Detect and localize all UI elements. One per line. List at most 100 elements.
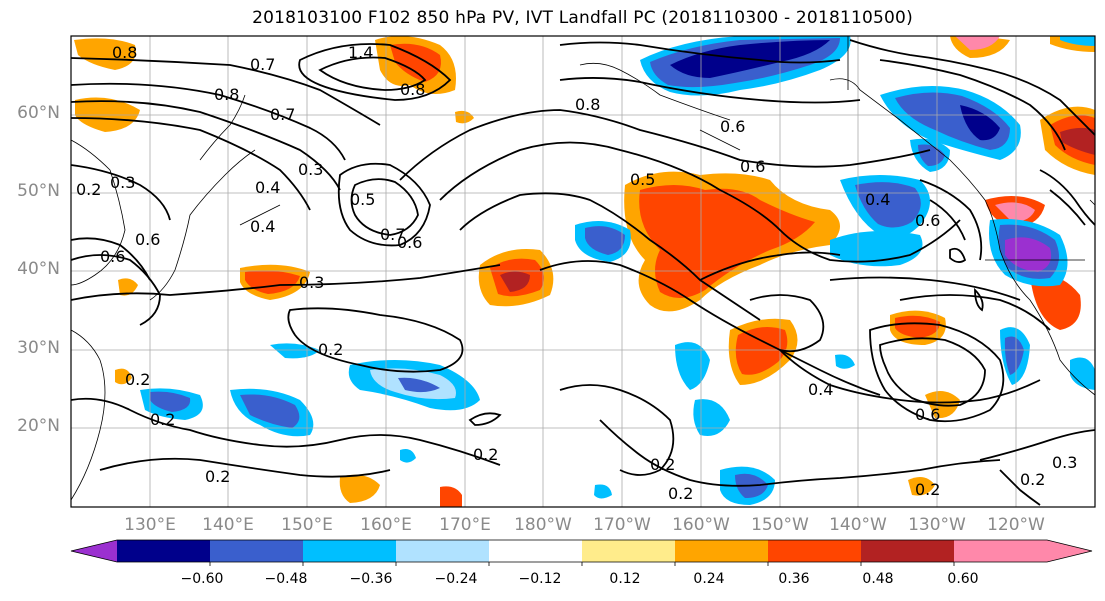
contour-label: 0.6 (100, 247, 125, 266)
colorbar-swatch (861, 540, 955, 562)
colorbar-extend-high (1047, 540, 1092, 562)
lon-label: 170°W (593, 515, 651, 535)
contour-label: 0.2 (650, 455, 675, 474)
negative-anomaly (585, 226, 625, 255)
contour-label: 0.3 (1052, 453, 1077, 472)
lat-label: 40°N (17, 259, 60, 279)
contour-label: 0.2 (125, 370, 150, 389)
map-frame (70, 35, 1096, 508)
positive-anomaly (735, 326, 788, 375)
lon-label: 150°W (751, 515, 809, 535)
contour-label: 0.3 (299, 273, 324, 292)
positive-anomaly (339, 474, 380, 503)
lon-label: 160°W (672, 515, 730, 535)
contour-label: 1.4 (348, 43, 373, 62)
negative-anomaly (240, 394, 300, 428)
contour-label: 0.2 (76, 180, 101, 199)
colorbar-tick-label: 0.12 (609, 571, 641, 587)
positive-anomaly (500, 271, 530, 292)
grid-layer (71, 36, 1095, 507)
positive-anomaly (1030, 274, 1081, 330)
contour-label: 0.3 (110, 173, 135, 192)
lon-label: 160°E (360, 515, 412, 535)
colorbar-swatch (954, 540, 1048, 562)
positive-anomaly (115, 368, 132, 385)
positive-anomaly (118, 278, 138, 296)
colorbar-extend-low (71, 540, 117, 562)
contour-label: 0.2 (915, 480, 940, 499)
colorbar-swatch (675, 540, 769, 562)
contour-label: 0.7 (250, 55, 275, 74)
contour-label: 0.7 (380, 225, 405, 244)
contour-label: 0.2 (1020, 470, 1045, 489)
colorbar-swatch (303, 540, 397, 562)
contour-label: 0.2 (205, 467, 230, 486)
contour-label: 0.4 (250, 217, 275, 236)
negative-anomaly (400, 449, 416, 463)
negative-anomaly (1004, 336, 1024, 375)
contour-label: 0.8 (400, 80, 425, 99)
negative-anomaly (594, 484, 612, 499)
positive-anomaly (639, 185, 815, 299)
negative-anomaly (855, 182, 921, 228)
contour-labels: 0.8 0.7 1.4 0.8 0.8 0.7 0.8 0.6 0.3 0.4 … (76, 43, 1077, 503)
contour-label: 0.2 (150, 410, 175, 429)
positive-anomaly (74, 38, 136, 70)
positive-anomaly (955, 36, 1000, 50)
contour-label: 0.8 (575, 95, 600, 114)
lon-label: 140°E (202, 515, 254, 535)
contour-label: 0.3 (298, 160, 323, 179)
positive-anomaly (895, 315, 940, 338)
contour-label: 0.5 (630, 170, 655, 189)
positive-anomaly (390, 43, 441, 82)
colorbar-tick-label: 0.24 (693, 571, 725, 587)
contour-label: 0.2 (318, 340, 343, 359)
negative-anomaly (960, 105, 1000, 141)
colorbar-swatch (582, 540, 676, 562)
contour-label: 0.4 (255, 178, 280, 197)
contour-layer (70, 39, 1096, 506)
lat-label: 30°N (17, 338, 60, 358)
negative-anomaly (918, 144, 945, 166)
contour-label: 0.6 (720, 117, 745, 136)
contour-label: 0.6 (397, 233, 422, 252)
colorbar-swatch (210, 540, 304, 562)
contour-label: 0.6 (915, 211, 940, 230)
colorbar-swatch (117, 540, 211, 562)
colorbar-tick-label: −0.24 (434, 571, 478, 587)
contour-label: 0.6 (740, 157, 765, 176)
negative-anomaly (150, 391, 191, 412)
colorbar-swatch (768, 540, 862, 562)
colorbar-tick-label: 0.48 (862, 571, 894, 587)
lon-label: 130°W (908, 515, 966, 535)
colorbar-tick-label: −0.48 (264, 571, 308, 587)
negative-anomaly (693, 399, 730, 436)
contour-label: 0.6 (915, 405, 940, 424)
positive-anomaly (908, 476, 935, 496)
positive-anomaly (440, 486, 462, 507)
lat-label: 20°N (17, 416, 60, 436)
colorbar-tick-label: −0.36 (349, 571, 393, 587)
colorbar-tick-label: 0.36 (778, 571, 810, 587)
positive-anomaly (455, 110, 474, 124)
contour-label: 0.5 (350, 190, 375, 209)
colorbar (70, 539, 1093, 566)
contour-label: 0.2 (473, 445, 498, 464)
colorbar-outline (70, 539, 1093, 563)
lat-label: 50°N (17, 181, 60, 201)
negative-anomaly (1070, 357, 1095, 390)
lon-label: 140°W (829, 515, 887, 535)
colorbar-swatch (489, 540, 583, 562)
coastline-layer (70, 36, 1096, 501)
contour-label: 0.2 (668, 484, 693, 503)
lat-label: 60°N (17, 103, 60, 123)
lon-label: 150°E (281, 515, 333, 535)
contour-label: 0.8 (112, 43, 137, 62)
lon-label: 120°W (987, 515, 1045, 535)
contour-label: 0.4 (808, 380, 833, 399)
positive-anomaly (995, 202, 1035, 222)
negative-anomaly (835, 354, 855, 369)
colorbar-tick-label: 0.60 (947, 571, 979, 587)
contour-label: 0.7 (270, 105, 295, 124)
